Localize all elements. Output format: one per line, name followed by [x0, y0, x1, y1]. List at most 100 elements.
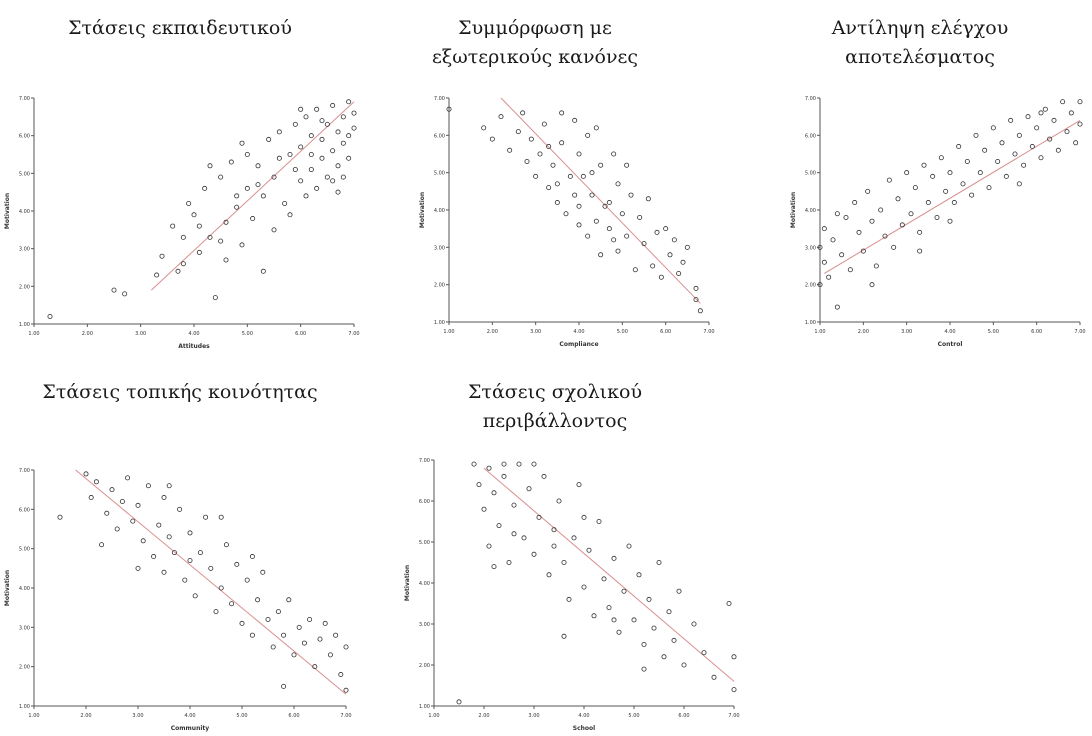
data-point	[691, 621, 697, 627]
y-tick-label: 5.00	[19, 547, 30, 553]
data-point	[601, 576, 607, 582]
data-point	[249, 632, 255, 638]
data-point	[180, 234, 186, 240]
x-tick-label: 6.00	[660, 329, 671, 335]
data-point	[308, 133, 314, 139]
data-point	[239, 620, 245, 626]
data-point	[312, 664, 318, 670]
data-point	[314, 106, 320, 112]
data-point	[175, 268, 181, 274]
data-point	[593, 125, 599, 131]
data-point	[498, 114, 504, 120]
data-point	[886, 177, 892, 183]
data-point	[191, 212, 197, 218]
x-tick-label: 4.00	[188, 331, 199, 337]
data-point	[581, 584, 587, 590]
data-point	[641, 641, 647, 647]
data-point	[1012, 151, 1018, 157]
data-point	[834, 304, 840, 310]
data-point	[917, 229, 923, 235]
x-tick-label: 7.00	[340, 713, 351, 719]
data-point	[343, 687, 349, 693]
y-tick-label: 6.00	[419, 499, 430, 505]
data-point	[250, 216, 256, 222]
data-point	[641, 666, 647, 672]
data-point	[882, 233, 888, 239]
data-point	[207, 163, 213, 169]
data-point	[340, 114, 346, 120]
data-point	[104, 510, 110, 516]
data-point	[615, 181, 621, 187]
data-point	[489, 136, 495, 142]
data-point	[319, 118, 325, 124]
data-point	[351, 110, 357, 116]
data-point	[843, 214, 849, 220]
data-point	[977, 170, 983, 176]
data-point	[654, 229, 660, 235]
data-point	[960, 181, 966, 187]
data-point	[511, 531, 517, 537]
data-point	[161, 569, 167, 575]
data-point	[663, 226, 669, 232]
data-point	[223, 219, 229, 225]
data-point	[228, 159, 234, 165]
y-tick-label: 7.00	[434, 96, 445, 102]
data-point	[878, 207, 884, 213]
data-point	[563, 211, 569, 217]
data-point	[1029, 144, 1035, 150]
data-point	[650, 263, 656, 269]
data-point	[1021, 162, 1027, 168]
data-point	[192, 593, 198, 599]
data-point	[260, 268, 266, 274]
fit-line	[150, 101, 355, 291]
data-point	[511, 502, 517, 508]
data-point	[546, 572, 552, 578]
data-point	[1025, 114, 1031, 120]
x-tick-label: 7.00	[1074, 329, 1085, 335]
data-point	[531, 461, 537, 467]
data-point	[520, 110, 526, 116]
data-point	[114, 526, 120, 532]
data-point	[303, 114, 309, 120]
y-tick-label: 3.00	[434, 245, 445, 251]
data-point	[895, 196, 901, 202]
panel-title-line: Συμμόρφωση με	[458, 17, 612, 39]
data-point	[156, 522, 162, 528]
data-point	[324, 121, 330, 127]
data-point	[47, 313, 53, 319]
data-point	[537, 151, 543, 157]
data-point	[581, 514, 587, 520]
y-tick-label: 5.00	[805, 171, 816, 177]
data-point	[576, 203, 582, 209]
x-tick-label: 3.00	[135, 331, 146, 337]
x-tick-label: 1.00	[28, 713, 39, 719]
y-tick-label: 7.00	[805, 96, 816, 102]
data-point	[626, 543, 632, 549]
panel-title-line: Αντίληψη ελέγχου	[831, 17, 1009, 39]
data-point	[554, 200, 560, 206]
x-tick-label: 5.00	[988, 329, 999, 335]
data-point	[596, 519, 602, 525]
data-point	[1047, 136, 1053, 142]
y-tick-label: 1.00	[434, 320, 445, 326]
y-tick-label: 7.00	[19, 96, 30, 102]
data-point	[641, 241, 647, 247]
data-point	[333, 632, 339, 638]
data-point	[308, 152, 314, 158]
y-tick-label: 1.00	[19, 322, 30, 328]
x-tick-label: 2.00	[82, 331, 93, 337]
data-point	[446, 106, 452, 112]
data-point	[628, 192, 634, 198]
data-point	[526, 486, 532, 492]
data-point	[1038, 155, 1044, 161]
y-tick-label: 2.00	[19, 665, 30, 671]
data-point	[109, 487, 115, 493]
y-tick-label: 3.00	[19, 247, 30, 253]
data-point	[135, 502, 141, 508]
data-point	[170, 223, 176, 229]
data-point	[292, 167, 298, 173]
data-point	[619, 211, 625, 217]
y-tick-label: 6.00	[805, 133, 816, 139]
data-point	[255, 597, 261, 603]
y-tick-label: 2.00	[19, 284, 30, 290]
